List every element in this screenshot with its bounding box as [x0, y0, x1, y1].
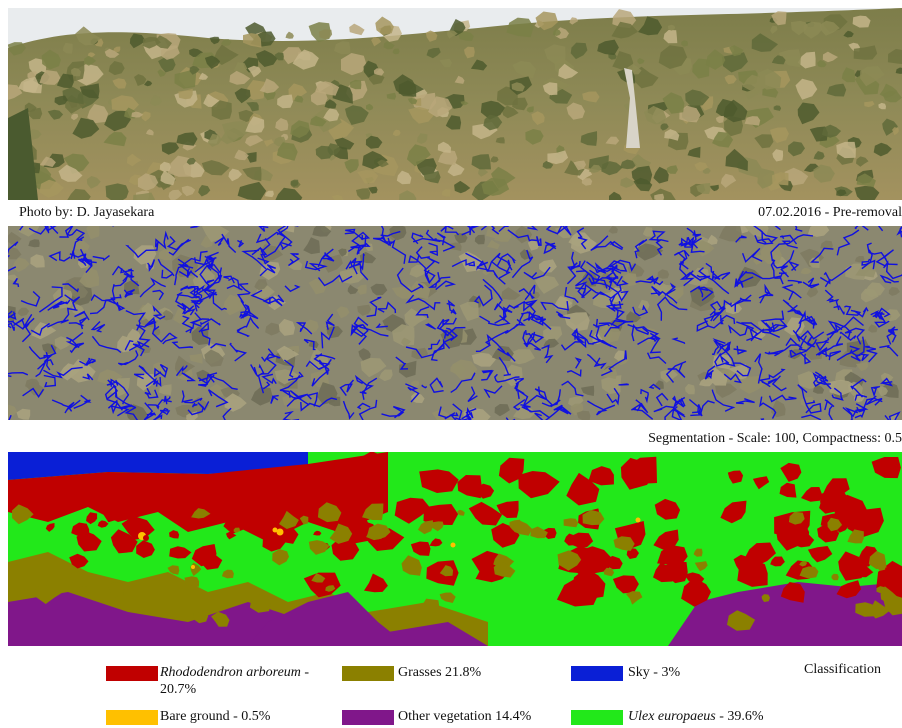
legend-swatch-rhododendron: [106, 666, 158, 681]
segmentation-caption: Segmentation - Scale: 100, Compactness: …: [648, 431, 902, 446]
photo-date-caption: 07.02.2016 - Pre-removal: [758, 205, 902, 220]
segmentation-overlay: [8, 226, 902, 420]
legend-label-other-vegetation: Other vegetation 14.4%: [398, 709, 532, 724]
legend-percent-rhododendron: 20.7%: [160, 682, 197, 697]
legend-swatch-grasses: [342, 666, 394, 681]
legend-label-sky: Sky - 3%: [628, 665, 681, 680]
field-photo: [8, 8, 902, 200]
legend-swatch-bare-ground: [106, 710, 158, 725]
legend-swatch-other-vegetation: [342, 710, 394, 725]
legend-value-ulex: - 39.6%: [715, 709, 764, 724]
classification-image: [8, 452, 902, 646]
legend-swatch-sky: [571, 666, 623, 681]
segmentation-image: [8, 226, 902, 420]
shrubland-photo-image: [8, 8, 902, 200]
legend-label-ulex: Ulex europaeus: [628, 709, 716, 724]
legend-value-rhododendron: -: [300, 665, 310, 680]
classification-map: [8, 452, 902, 646]
legend-label-grasses: Grasses 21.8%: [398, 665, 482, 680]
photo-credit-caption: Photo by: D. Jayasekara: [19, 205, 155, 220]
legend-label-bare-ground: Bare ground - 0.5%: [160, 709, 271, 724]
classification-caption: Classification: [804, 662, 881, 677]
legend-label-rhododendron: Rhododendron arboreum: [160, 665, 301, 680]
legend-swatch-ulex: [571, 710, 623, 725]
